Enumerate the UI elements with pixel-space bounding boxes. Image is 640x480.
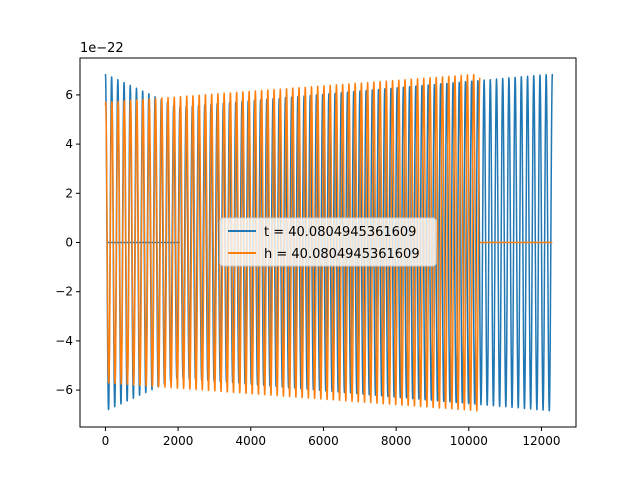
- y-offset-text: 1e−22: [80, 41, 124, 56]
- x-tick-label: 8000: [381, 434, 412, 448]
- y-tick: 4: [65, 137, 80, 151]
- x-tick-label: 10000: [450, 434, 488, 448]
- legend-entry: h = 40.0804945361609: [228, 247, 420, 262]
- x-tick: 4000: [236, 427, 267, 448]
- x-tick: 8000: [381, 427, 412, 448]
- y-tick: −2: [55, 285, 80, 299]
- y-tick-label: 0: [65, 236, 73, 250]
- y-tick-label: 2: [65, 186, 73, 200]
- x-tick-label: 12000: [522, 434, 560, 448]
- y-tick-label: 6: [65, 88, 73, 102]
- x-tick-label: 0: [102, 434, 110, 448]
- x-tick: 2000: [163, 427, 194, 448]
- y-axis: −6 −4 −2 0 2 4 6: [55, 88, 80, 397]
- series-line-1: [104, 73, 553, 412]
- x-tick: 0: [102, 427, 110, 448]
- plot-area: [79, 57, 577, 428]
- y-tick-label: −4: [55, 334, 73, 348]
- x-axis: 0 2000 4000 6000 8000 10000 12000: [102, 427, 561, 448]
- y-tick-label: −6: [55, 383, 73, 397]
- y-tick: −6: [55, 383, 80, 397]
- x-tick: 12000: [522, 427, 561, 448]
- y-tick-label: 4: [65, 137, 73, 151]
- legend: t = 40.0804945361609 h = 40.0804945361609: [219, 217, 437, 267]
- x-tick-label: 2000: [163, 434, 194, 448]
- series-layer: [104, 73, 554, 412]
- x-tick: 10000: [450, 427, 488, 448]
- x-tick: 6000: [308, 427, 339, 448]
- legend-box: [219, 217, 437, 267]
- legend-entry: t = 40.0804945361609: [228, 225, 416, 240]
- y-tick-label: −2: [55, 285, 73, 299]
- legend-label: t = 40.0804945361609: [264, 225, 416, 240]
- x-tick-label: 4000: [236, 434, 267, 448]
- legend-label: h = 40.0804945361609: [264, 247, 420, 262]
- y-tick: 0: [65, 236, 80, 250]
- y-tick: 2: [65, 186, 80, 200]
- y-tick: −4: [55, 334, 80, 348]
- x-tick-label: 6000: [308, 434, 339, 448]
- y-tick: 6: [65, 88, 80, 102]
